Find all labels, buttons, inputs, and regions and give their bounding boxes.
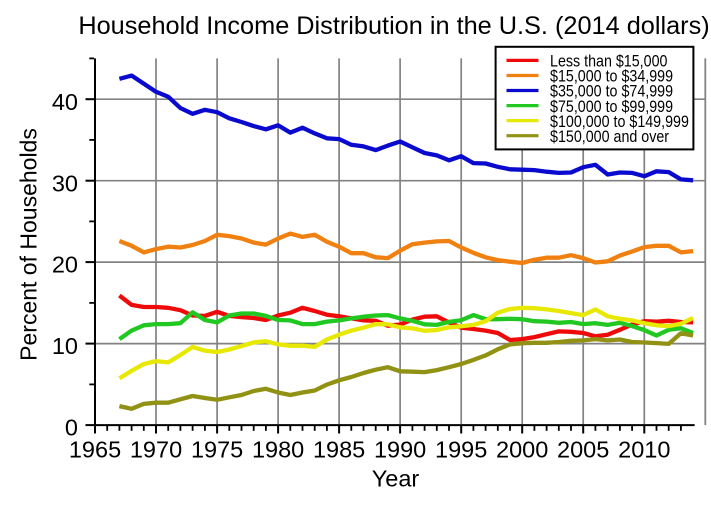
- svg-text:$150,000 and over: $150,000 and over: [550, 128, 669, 146]
- svg-text:Percent of Households: Percent of Households: [16, 128, 42, 361]
- svg-text:1990: 1990: [374, 437, 426, 463]
- svg-text:$15,000 to $34,999: $15,000 to $34,999: [550, 68, 673, 86]
- svg-text:1965: 1965: [69, 437, 121, 463]
- svg-text:$75,000 to $99,999: $75,000 to $99,999: [550, 98, 673, 116]
- svg-text:1985: 1985: [313, 437, 365, 463]
- svg-text:Household Income Distribution: Household Income Distribution in the U.S…: [78, 12, 709, 40]
- svg-text:Year: Year: [372, 465, 420, 491]
- svg-text:Less than $15,000: Less than $15,000: [550, 53, 668, 71]
- svg-text:20: 20: [52, 252, 78, 278]
- svg-text:0: 0: [65, 415, 78, 441]
- svg-text:1995: 1995: [435, 437, 487, 463]
- svg-text:1970: 1970: [130, 437, 182, 463]
- svg-text:2010: 2010: [618, 437, 670, 463]
- svg-text:$35,000 to $74,999: $35,000 to $74,999: [550, 83, 673, 101]
- svg-text:30: 30: [52, 170, 78, 196]
- svg-text:10: 10: [52, 333, 78, 359]
- svg-text:2000: 2000: [496, 437, 548, 463]
- svg-text:$100,000 to $149,999: $100,000 to $149,999: [550, 113, 689, 131]
- svg-text:40: 40: [52, 89, 78, 115]
- svg-text:1975: 1975: [191, 437, 243, 463]
- svg-text:2005: 2005: [557, 437, 609, 463]
- svg-text:1980: 1980: [252, 437, 304, 463]
